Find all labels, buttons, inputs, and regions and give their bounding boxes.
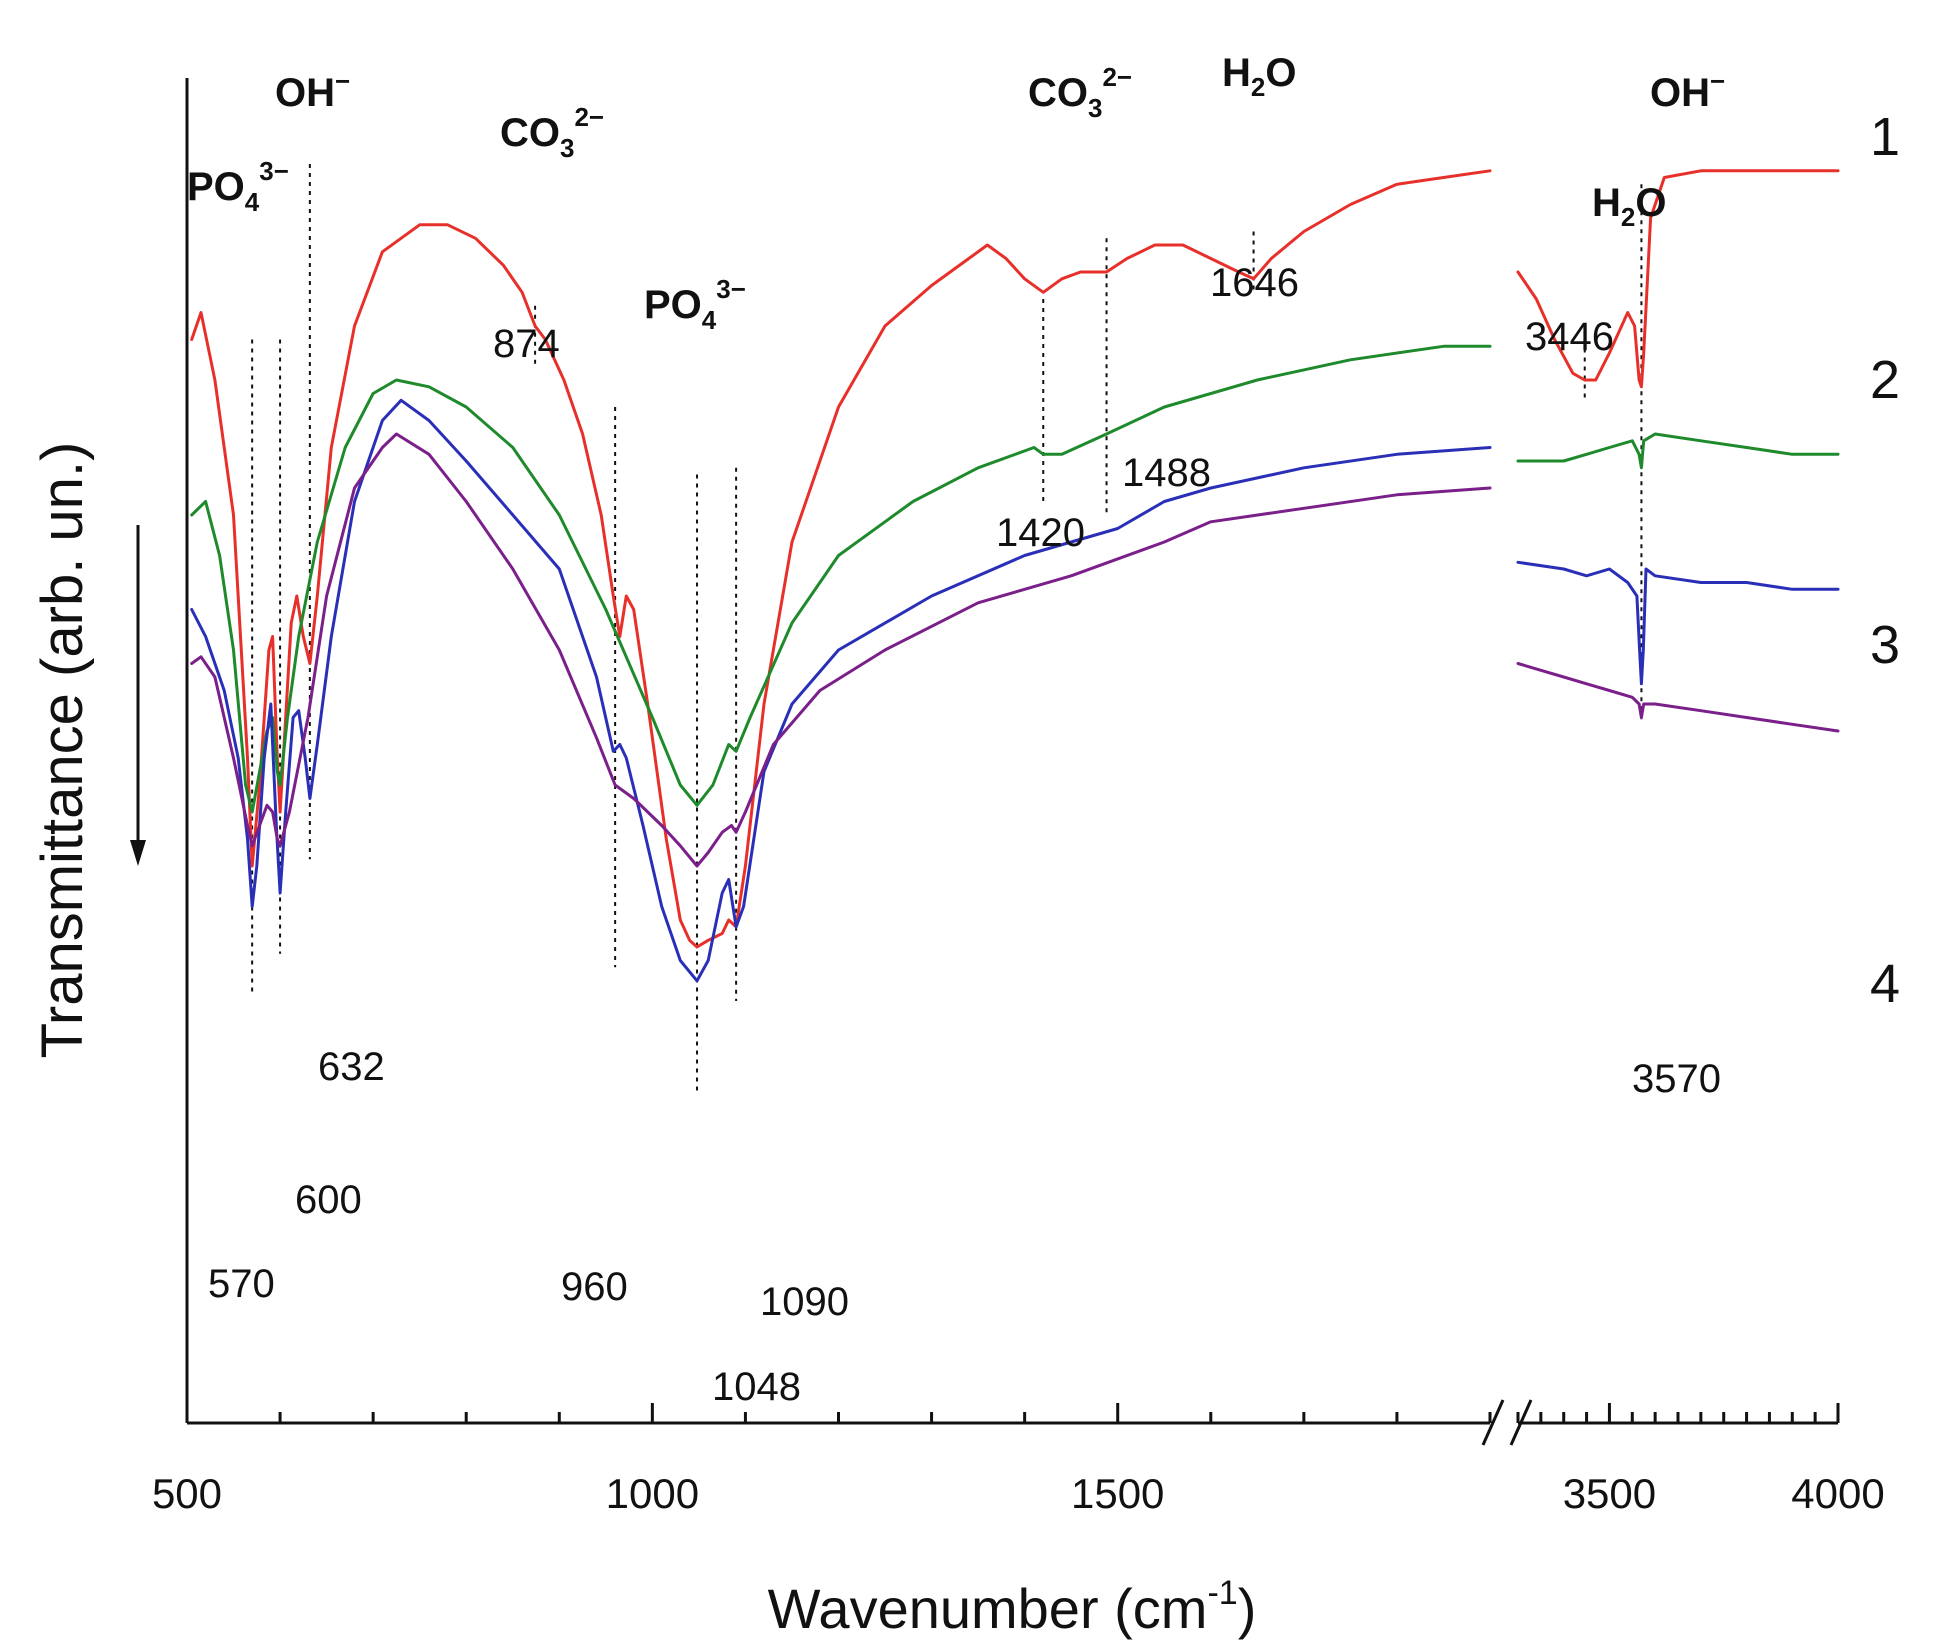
curve-label-4: 4	[1870, 954, 1900, 1014]
band-label-co3-right: CO32−	[1028, 62, 1132, 123]
band-label-oh-right: OH−	[1650, 66, 1725, 115]
down-arrow-icon	[130, 525, 146, 866]
series-4-right	[1516, 662, 1840, 733]
y-axis-label: Transmittance (arb. un.)	[30, 442, 95, 1059]
series-3-right	[1516, 560, 1840, 686]
peak-label-570: 570	[208, 1262, 275, 1306]
peak-label-1048: 1048	[712, 1365, 801, 1409]
peak-label-1488: 1488	[1122, 451, 1211, 495]
band-label-oh-left: OH−	[275, 66, 350, 115]
x-tick-label-500: 500	[152, 1470, 222, 1517]
x-tick-label-1000: 1000	[606, 1470, 699, 1517]
x-tick-label-3500: 3500	[1563, 1470, 1656, 1517]
band-label-po4-left: PO43−	[187, 156, 289, 217]
x-axis-label-close: )	[1238, 1577, 1257, 1640]
x-tick-label-4000: 4000	[1791, 1470, 1884, 1517]
curve-label-1: 1	[1870, 107, 1900, 167]
x-axis-label-main: Wavenumber (cm	[768, 1577, 1208, 1640]
peak-guides	[251, 164, 1643, 1096]
peak-label-1420: 1420	[996, 511, 1085, 555]
series-3-left	[190, 398, 1492, 983]
series-4-left	[190, 432, 1492, 868]
x-axis-label-sup: -1	[1207, 1574, 1237, 1612]
x-axis-label: Wavenumber (cm-1)	[768, 1574, 1257, 1640]
band-label-co3-left: CO32−	[500, 102, 604, 163]
peak-label-1646: 1646	[1210, 261, 1299, 305]
band-label-h2o-left: H2O	[1222, 51, 1296, 102]
peak-label-874: 874	[493, 322, 560, 366]
series-group	[190, 169, 1840, 983]
peak-label-960: 960	[561, 1265, 628, 1309]
x-tick-label-1500: 1500	[1071, 1470, 1164, 1517]
curve-label-2: 2	[1870, 350, 1900, 410]
curve-label-3: 3	[1870, 615, 1900, 675]
band-label-po4-mid: PO43−	[644, 274, 746, 335]
series-2-right	[1516, 432, 1840, 470]
peak-label-3570: 3570	[1632, 1057, 1721, 1101]
series-1-right	[1516, 169, 1840, 389]
axis-break-mark	[1481, 1399, 1533, 1446]
peak-label-600: 600	[295, 1178, 362, 1222]
x-ticks: 500 1000 1500 3500 4000	[152, 1403, 1885, 1517]
peak-label-632: 632	[318, 1045, 385, 1089]
peak-label-3446: 3446	[1525, 315, 1614, 359]
band-label-h2o-right: H2O	[1592, 181, 1666, 232]
peak-label-1090: 1090	[760, 1280, 849, 1324]
